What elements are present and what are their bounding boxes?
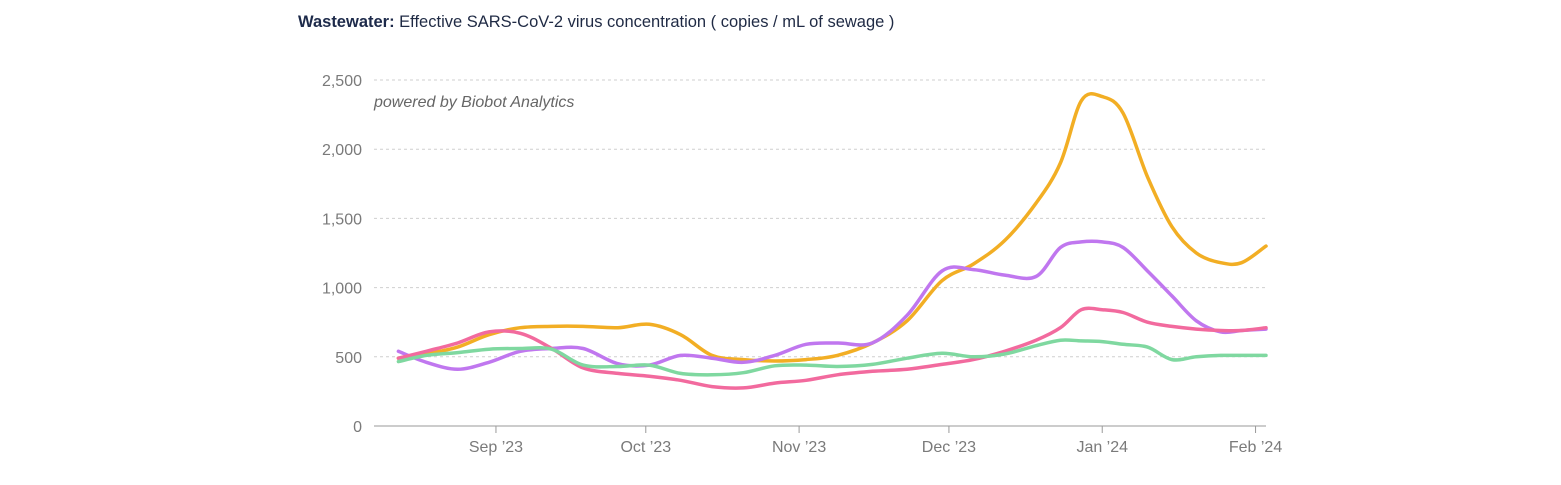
chart-title: Wastewater: Effective SARS-CoV-2 virus c… xyxy=(298,13,894,32)
series-lines xyxy=(396,92,1268,390)
y-tick-label: 1,000 xyxy=(322,281,362,298)
series-line-orange-region xyxy=(396,92,1268,363)
x-tick-label: Feb ’24 xyxy=(1229,439,1282,456)
x-tick-label: Dec ’23 xyxy=(922,439,976,456)
chart-title-bold: Wastewater: xyxy=(298,13,395,31)
series-line-purple-region xyxy=(396,239,1268,372)
x-tick-label: Sep ’23 xyxy=(469,439,523,456)
series-line-green-region xyxy=(396,338,1268,377)
chart-annotation: powered by Biobot Analytics xyxy=(373,94,574,111)
y-tick-label: 500 xyxy=(335,350,362,367)
x-tick-label: Oct ’23 xyxy=(620,439,671,456)
y-tick-label: 2,500 xyxy=(322,73,362,90)
x-tick-label: Jan ’24 xyxy=(1076,439,1128,456)
y-tick-label: 1,500 xyxy=(322,211,362,228)
y-tick-label: 0 xyxy=(353,419,362,436)
chart-title-text: Effective SARS-CoV-2 virus concentration… xyxy=(394,13,895,31)
y-tick-label: 2,000 xyxy=(322,142,362,159)
axes: 0 500 1,000 1,500 2,000 2,500 Sep ’23 Oct ’23 No… xyxy=(322,73,1282,456)
x-tick-label: Nov ’23 xyxy=(772,439,826,456)
